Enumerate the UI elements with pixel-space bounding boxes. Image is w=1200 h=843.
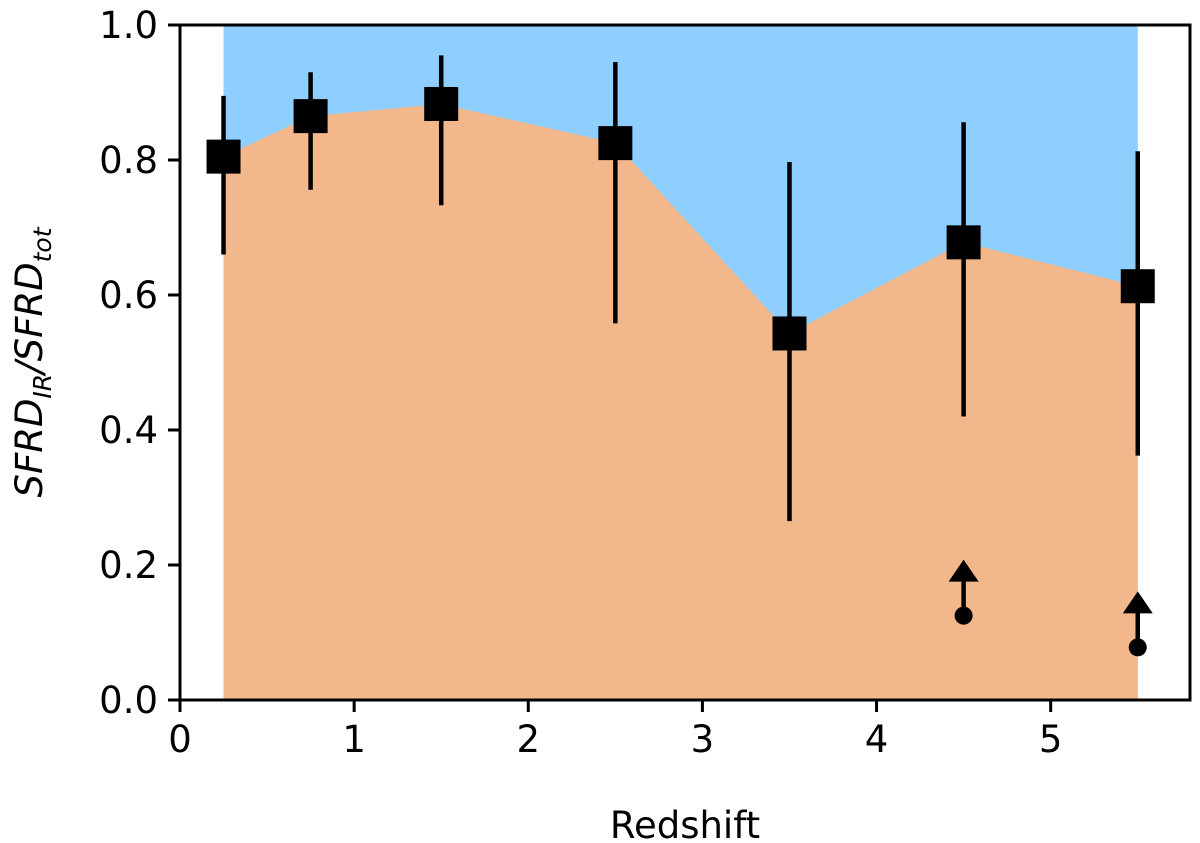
square-marker [1120, 269, 1155, 304]
lower-fill-area [223, 103, 1138, 701]
x-tick-label: 3 [691, 718, 715, 761]
lower-limit-marker [948, 559, 979, 625]
y-label-sfrd-1: SFRD [8, 399, 51, 498]
square-marker [772, 316, 807, 351]
x-tick-label: 4 [865, 718, 889, 761]
y-label-sub-tot: tot [28, 226, 57, 262]
x-tick-label: 5 [1039, 718, 1063, 761]
limit-arrow-head [1122, 591, 1153, 614]
y-axis-label: SFRDIR/SFRDtot [8, 226, 57, 497]
lower-limit-markers [948, 559, 1153, 657]
limit-arrow-head [948, 559, 979, 582]
x-tick-label: 2 [517, 718, 541, 761]
y-tick-label: 0.8 [99, 139, 158, 182]
y-label-sfrd-2: /SFRD [8, 262, 51, 376]
square-marker [293, 99, 328, 134]
x-tick-label: 0 [168, 718, 192, 761]
axes-frame [178, 23, 1192, 702]
x-axis-ticks: 0 1 2 3 4 5 [168, 700, 1062, 761]
square-marker [598, 126, 633, 161]
y-tick-label: 0.4 [99, 409, 158, 452]
y-tick-label: 0.6 [99, 274, 158, 317]
x-axis-label: Redshift [610, 804, 760, 843]
square-marker [206, 139, 241, 174]
y-tick-label: 1.0 [99, 4, 158, 47]
plot-area [223, 25, 1138, 701]
y-label-sub-ir: IR [28, 374, 57, 399]
lower-limit-marker [1122, 591, 1153, 657]
data-markers [206, 86, 1155, 351]
y-tick-label: 0.2 [99, 544, 158, 587]
square-marker [946, 225, 981, 260]
y-tick-label: 0.0 [99, 679, 158, 722]
square-marker [424, 86, 459, 121]
y-axis-ticks: 0.0 0.2 0.4 0.6 0.8 1.0 [99, 4, 180, 722]
x-tick-label: 1 [342, 718, 366, 761]
